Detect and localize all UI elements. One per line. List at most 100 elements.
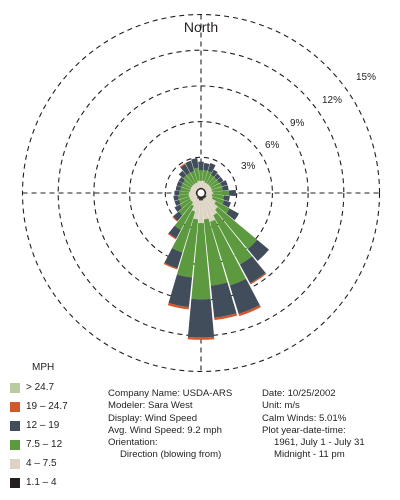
petal-28 xyxy=(178,170,199,191)
petal-17 xyxy=(167,196,201,310)
petal-20-seg-3 xyxy=(173,211,183,221)
petal-18-seg-3 xyxy=(164,248,183,269)
petal-14-seg-1 xyxy=(202,198,216,222)
petal-4-seg-2 xyxy=(208,177,217,186)
petal-13-seg-4 xyxy=(250,272,267,285)
legend-swatch xyxy=(10,420,20,431)
legend-label: 1.1 – 4 xyxy=(26,477,57,488)
petal-20-seg-1 xyxy=(191,196,198,203)
petal-2 xyxy=(202,163,216,190)
petal-16 xyxy=(187,196,215,340)
petal-30-seg-1 xyxy=(195,182,200,189)
petal-26-seg-2 xyxy=(181,183,192,190)
petal-13-seg-0 xyxy=(202,196,206,199)
petal-25-seg-1 xyxy=(189,189,197,193)
petal-0-seg-2 xyxy=(198,169,204,181)
petal-11-seg-3 xyxy=(226,208,240,221)
petal-26-seg-1 xyxy=(190,187,197,192)
petal-5-seg-1 xyxy=(205,185,211,191)
petal-15-seg-3 xyxy=(210,282,237,318)
petal-7-seg-3 xyxy=(221,185,229,191)
petal-22-seg-1 xyxy=(189,194,197,199)
legend-item: 4 – 7.5 xyxy=(10,454,68,473)
petal-21-seg-2 xyxy=(179,198,192,209)
petal-14-seg-3 xyxy=(229,278,260,314)
petal-24-seg-3 xyxy=(174,190,180,196)
petal-18-seg-2 xyxy=(172,210,196,253)
orientation-value: Direction (blowing from) xyxy=(120,449,222,461)
petal-2-seg-3 xyxy=(207,163,216,173)
petal-19-seg-3 xyxy=(168,225,181,239)
date: Date: 10/25/2002 xyxy=(262,388,336,399)
petal-12-seg-0 xyxy=(203,195,206,198)
petal-6-seg-2 xyxy=(210,182,222,190)
legend-item: 19 – 24.7 xyxy=(10,397,68,416)
petal-4 xyxy=(203,173,221,191)
orientation-label: Orientation: xyxy=(108,437,158,449)
info-right: Date: 10/25/2002 Unit: m/s Calm Winds: 5… xyxy=(262,388,365,462)
ring-label-3: 9% xyxy=(290,118,305,129)
petal-27 xyxy=(178,177,198,192)
ring-label-5: 15% xyxy=(356,72,376,83)
petal-31-seg-1 xyxy=(197,180,201,189)
petal-21-seg-3 xyxy=(174,204,183,212)
petal-14 xyxy=(202,196,261,317)
petal-16-seg-0 xyxy=(200,196,202,201)
petal-20-seg-2 xyxy=(178,200,194,216)
petal-11-seg-1 xyxy=(205,196,217,204)
petal-31-seg-2 xyxy=(193,167,200,182)
petal-6-seg-3 xyxy=(220,180,228,187)
petal-13 xyxy=(202,196,267,285)
petal-5-seg-2 xyxy=(209,180,220,188)
petal-9-seg-1 xyxy=(205,193,213,197)
petal-0-seg-1 xyxy=(199,180,203,188)
legend-swatch xyxy=(10,382,20,393)
petal-26 xyxy=(176,181,198,192)
petal-12-seg-1 xyxy=(205,197,218,210)
petal-23 xyxy=(173,193,198,201)
north-label: North xyxy=(184,19,218,35)
petal-10-seg-3 xyxy=(222,200,231,208)
petal-29-seg-3 xyxy=(180,164,190,176)
petal-1-seg-3 xyxy=(203,162,210,171)
speed-legend: > 24.7 19 – 24.7 12 – 19 7.5 – 12 4 – 7.5 1.1… xyxy=(10,378,68,492)
company-name: Company Name: USDA-ARS xyxy=(108,388,233,399)
legend-label: 19 – 24.7 xyxy=(26,401,68,412)
petal-27-seg-2 xyxy=(182,180,193,188)
petal-16-seg-4 xyxy=(187,336,215,340)
ring-label-4: 12% xyxy=(322,95,342,106)
petal-15 xyxy=(201,196,238,321)
legend-swatch xyxy=(10,477,20,488)
modeler: Modeler: Sara West xyxy=(108,400,193,412)
plot-hours: Midnight - 11 pm xyxy=(274,449,345,461)
petal-13-seg-3 xyxy=(239,256,266,284)
petal-28-seg-3 xyxy=(178,170,187,179)
petal-18-seg-4 xyxy=(163,262,178,270)
calm-winds: Calm Winds: 5.01% xyxy=(262,412,347,424)
petal-8-seg-3 xyxy=(228,189,236,197)
petal-25-seg-3 xyxy=(175,185,182,191)
petal-1 xyxy=(201,162,210,190)
petal-18 xyxy=(163,196,200,270)
legend-swatch xyxy=(10,439,20,450)
petal-19-seg-2 xyxy=(174,204,194,230)
legend-item: 7.5 – 12 xyxy=(10,435,68,454)
petal-6 xyxy=(204,180,228,192)
legend-label: 4 – 7.5 xyxy=(26,458,57,469)
petal-0 xyxy=(198,161,204,190)
petal-25 xyxy=(175,185,198,193)
info-left: Company Name: USDA-ARS Modeler: Sara Wes… xyxy=(108,388,232,462)
petal-12 xyxy=(203,195,269,261)
petal-3 xyxy=(202,169,218,190)
petal-8-seg-1 xyxy=(206,191,214,195)
petal-9 xyxy=(204,193,230,202)
petal-29 xyxy=(179,163,200,190)
petal-31 xyxy=(191,158,201,190)
petal-8-seg-2 xyxy=(213,190,229,196)
petal-3-seg-1 xyxy=(203,183,209,189)
petal-19 xyxy=(167,196,200,240)
petal-14-seg-0 xyxy=(202,196,204,200)
petal-19-seg-0 xyxy=(196,196,200,199)
petal-22-seg-3 xyxy=(174,199,181,206)
